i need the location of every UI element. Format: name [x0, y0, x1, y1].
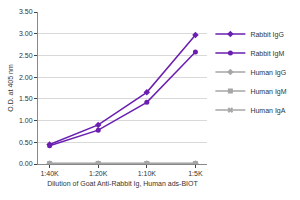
svg-text:3.50: 3.50 — [19, 8, 33, 15]
svg-text:2.50: 2.50 — [19, 52, 33, 59]
svg-text:0.00: 0.00 — [19, 160, 33, 167]
svg-text:1:20K: 1:20K — [89, 170, 108, 177]
svg-text:1:10K: 1:10K — [138, 170, 157, 177]
svg-text:Rabbit IgG: Rabbit IgG — [250, 31, 283, 39]
svg-text:Human IgM: Human IgM — [250, 88, 286, 96]
svg-text:Human IgA: Human IgA — [250, 107, 285, 115]
svg-text:3.00: 3.00 — [19, 30, 33, 37]
svg-text:1:40K: 1:40K — [40, 170, 59, 177]
svg-text:Dilution of Goat Anti-Rabbit I: Dilution of Goat Anti-Rabbit Ig, Human a… — [47, 180, 198, 188]
svg-text:1.50: 1.50 — [19, 95, 33, 102]
svg-text:Rabbit IgM: Rabbit IgM — [250, 50, 284, 58]
svg-text:Human IgG: Human IgG — [250, 69, 286, 77]
svg-text:1:5K: 1:5K — [188, 170, 203, 177]
svg-text:O.D. at 405 nm: O.D. at 405 nm — [7, 64, 14, 112]
svg-text:1.00: 1.00 — [19, 117, 33, 124]
svg-text:2.00: 2.00 — [19, 74, 33, 81]
svg-text:0.50: 0.50 — [19, 139, 33, 146]
